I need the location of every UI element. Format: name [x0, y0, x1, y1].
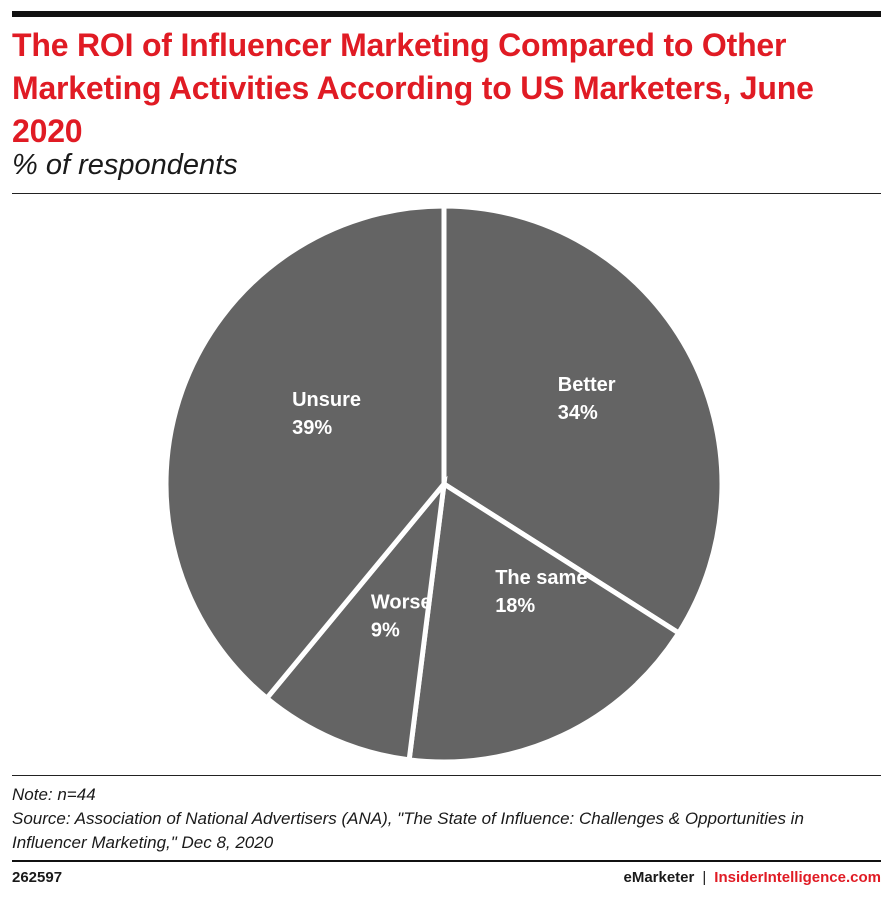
- footer-separator: |: [702, 869, 707, 886]
- note-text: Note: n=44: [12, 785, 96, 804]
- site-link[interactable]: InsiderIntelligence.com: [714, 869, 881, 886]
- chart-id: 262597: [12, 869, 63, 886]
- footer-credits: eMarketer | InsiderIntelligence.com: [623, 869, 881, 886]
- slice-value-worse: 9%: [371, 620, 400, 642]
- slice-label-the-same: The same: [495, 567, 587, 589]
- chart-title: The ROI of Influencer Marketing Compared…: [12, 27, 814, 149]
- source-text: Source: Association of National Advertis…: [12, 809, 804, 852]
- slice-label-worse: Worse: [371, 592, 432, 614]
- header-divider: [12, 193, 881, 194]
- notes-block: Note: n=44 Source: Association of Nation…: [12, 783, 877, 855]
- slice-label-unsure: Unsure: [292, 389, 361, 411]
- top-rule: [12, 11, 881, 17]
- brand-name: eMarketer: [623, 869, 695, 886]
- pie-slice-unsure: [163, 203, 447, 702]
- chart-subtitle: % of respondents: [12, 149, 238, 181]
- footer-divider: [12, 860, 881, 862]
- pie-chart: Better 34% The same 18% Worse 9% Unsure 39%: [0, 196, 891, 776]
- notes-divider: [12, 775, 881, 776]
- slice-label-better: Better: [558, 374, 616, 396]
- slice-value-unsure: 39%: [292, 417, 332, 439]
- pie-slice-worse: [263, 475, 448, 763]
- pie-chart-svg: Better 34% The same 18% Worse 9% Unsure 39%: [163, 203, 725, 765]
- pie-slice-the-same: [406, 479, 683, 765]
- slice-value-better: 34%: [558, 402, 598, 424]
- slice-value-the-same: 18%: [495, 595, 535, 617]
